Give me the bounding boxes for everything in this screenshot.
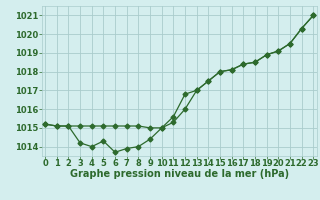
X-axis label: Graphe pression niveau de la mer (hPa): Graphe pression niveau de la mer (hPa) [70, 169, 289, 179]
